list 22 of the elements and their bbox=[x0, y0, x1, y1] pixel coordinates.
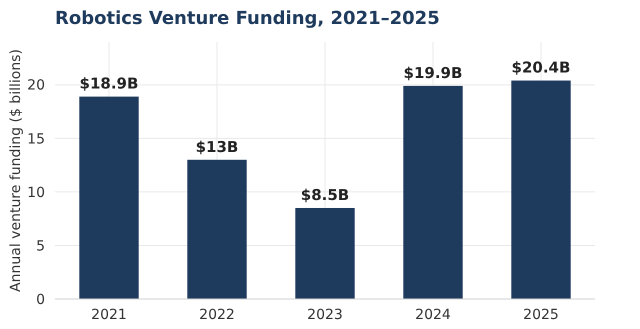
data-label: $8.5B bbox=[300, 186, 350, 204]
x-tick-label: 2021 bbox=[91, 307, 127, 323]
y-axis-title: Annual venture funding ($ billions) bbox=[8, 49, 24, 292]
bar bbox=[511, 80, 571, 299]
y-tick-label: 0 bbox=[36, 292, 45, 308]
x-tick-label: 2022 bbox=[199, 307, 235, 323]
bar bbox=[187, 160, 247, 299]
y-tick-label: 15 bbox=[27, 131, 45, 148]
data-label: $18.9B bbox=[80, 74, 138, 93]
data-label: $13B bbox=[196, 138, 238, 156]
x-tick-label: 2023 bbox=[307, 307, 343, 323]
y-tick-label: 5 bbox=[36, 238, 45, 254]
x-tick-label: 2025 bbox=[523, 307, 559, 323]
bar bbox=[79, 96, 139, 299]
y-tick-label: 10 bbox=[27, 184, 45, 201]
chart-title: Robotics Venture Funding, 2021–2025 bbox=[55, 8, 440, 29]
data-label: $20.4B bbox=[512, 58, 570, 77]
x-tick-label: 2024 bbox=[415, 307, 451, 323]
data-label: $19.9B bbox=[404, 64, 462, 82]
bar bbox=[295, 208, 355, 299]
y-tick-label: 20 bbox=[27, 78, 45, 94]
bar bbox=[403, 86, 463, 299]
